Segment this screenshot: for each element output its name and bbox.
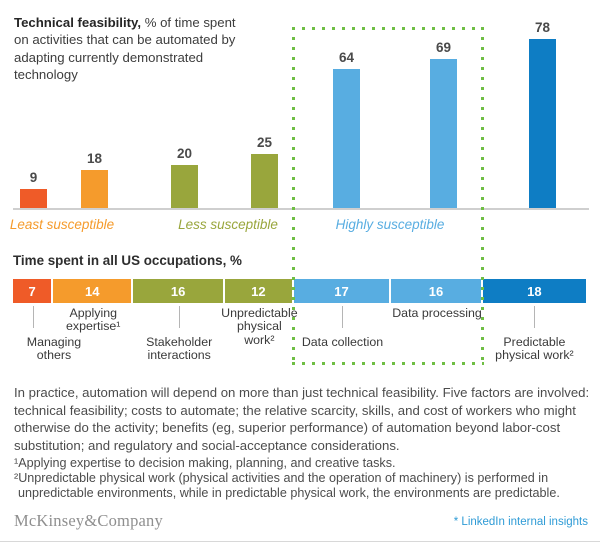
segment-value: 18 <box>527 283 542 299</box>
chart-title-rest: % of time spent on activities that can b… <box>14 15 236 83</box>
segment-value: 17 <box>334 283 349 299</box>
bar-value-unpredictable-physical-work: 25 <box>256 135 273 150</box>
bar-managing-others <box>20 189 47 209</box>
label-unpredictable-physical-work: Unpredictable physical work² <box>221 306 298 347</box>
bar-unpredictable-physical-work <box>251 154 278 209</box>
bar-stakeholder-interactions <box>171 165 198 209</box>
label-data-collection: Data collection <box>301 335 384 349</box>
segment-value: 12 <box>251 283 266 299</box>
segment-data-processing: 16 <box>391 279 483 303</box>
footnotes: ¹Applying expertise to decision making, … <box>14 456 592 502</box>
segment-unpredictable-physical-work: 12 <box>225 279 294 303</box>
bar-applying-expertise <box>81 170 108 209</box>
bar-data-collection <box>333 69 360 209</box>
linkedin-insights-note[interactable]: * LinkedIn internal insights <box>453 516 588 528</box>
footnote-2: ²Unpredictable physical work (physical a… <box>14 471 560 501</box>
segment-stakeholder-interactions: 16 <box>133 279 225 303</box>
bar-value-stakeholder-interactions: 20 <box>176 146 193 161</box>
bar-value-data-processing: 69 <box>435 40 452 55</box>
x-axis-line <box>13 208 589 210</box>
label-managing-others: Managing others <box>26 335 82 363</box>
group-label-highly-susceptible: Highly susceptible <box>335 217 445 232</box>
tick-managing-others <box>33 306 34 328</box>
chart-title: Technical feasibility, % of time spent o… <box>14 14 246 84</box>
bar-value-predictable-physical-work: 78 <box>534 20 551 35</box>
bar-value-applying-expertise: 18 <box>86 151 103 166</box>
segment-value: 14 <box>84 283 100 299</box>
label-predictable-physical-work: Predictable physical work² <box>495 335 574 363</box>
bar-data-processing <box>430 59 457 209</box>
bar-predictable-physical-work <box>529 39 556 209</box>
body-paragraph: In practice, automation will depend on m… <box>14 385 590 453</box>
bar-value-data-collection: 64 <box>338 50 355 65</box>
tick-stakeholder-interactions <box>179 306 180 328</box>
segment-value: 16 <box>428 283 444 299</box>
label-data-processing: Data processing <box>392 306 482 320</box>
segment-data-collection: 17 <box>293 279 392 303</box>
segment-value: 7 <box>28 283 36 299</box>
feasibility-bar-chart: 9 18 20 25 64 69 78 <box>0 0 600 250</box>
tick-predictable-physical-work <box>534 306 535 328</box>
footnote-1: ¹Applying expertise to decision making, … <box>14 456 396 470</box>
segment-value: 16 <box>170 283 186 299</box>
bar-value-managing-others: 9 <box>29 170 38 185</box>
label-stakeholder-interactions: Stakeholder interactions <box>146 335 213 363</box>
segment-applying-expertise: 14 <box>53 279 134 303</box>
time-spent-stacked-bar: 7 14 16 12 17 16 18 <box>13 279 586 303</box>
tick-data-collection <box>342 306 343 328</box>
group-label-least-susceptible: Least susceptible <box>9 217 115 232</box>
bottom-divider <box>0 541 600 542</box>
stacked-chart-title: Time spent in all US occupations, % <box>13 253 242 268</box>
mckinsey-logo: McKinsey&Company <box>14 511 163 530</box>
group-label-less-susceptible: Less susceptible <box>178 217 278 232</box>
label-applying-expertise: Applying expertise¹ <box>66 306 121 334</box>
segment-managing-others: 7 <box>13 279 54 303</box>
segment-predictable-physical-work: 18 <box>482 279 586 303</box>
chart-title-bold: Technical feasibility, <box>14 15 142 30</box>
